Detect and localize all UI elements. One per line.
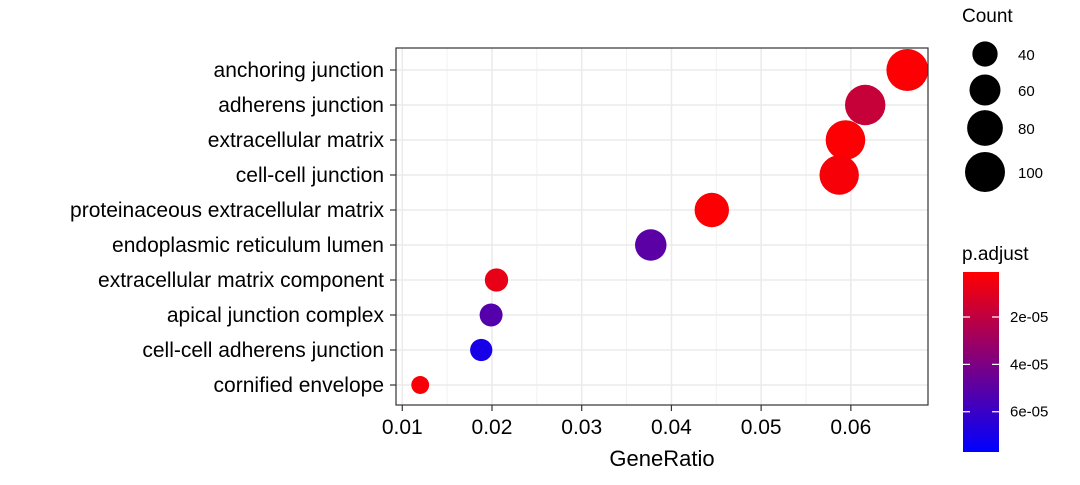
- data-point: [411, 376, 430, 394]
- data-point: [825, 120, 866, 160]
- y-tick-label: cell-cell junction: [236, 164, 384, 187]
- x-tick-label: 0.01: [382, 416, 423, 439]
- p-adjust-tick-label: 4e-05: [1010, 356, 1048, 373]
- x-axis-title: GeneRatio: [609, 446, 714, 471]
- y-tick-label: cornified envelope: [214, 374, 384, 397]
- count-legend-label: 60: [1018, 83, 1035, 100]
- data-point: [484, 268, 509, 292]
- x-tick-label: 0.04: [651, 416, 692, 439]
- p-adjust-tick-label: 6e-05: [1010, 404, 1048, 421]
- x-tick-label: 0.03: [561, 416, 602, 439]
- count-legend-key: [969, 74, 1001, 106]
- y-axis: anchoring junction adherens junction extra…: [70, 59, 396, 397]
- count-legend-label: 100: [1018, 165, 1043, 182]
- data-point: [635, 229, 667, 261]
- x-tick-label: 0.06: [830, 416, 871, 439]
- count-legend-key: [967, 110, 1003, 146]
- x-tick-label: 0.05: [741, 416, 782, 439]
- plot-panel: [395, 47, 929, 406]
- count-legend-title: Count: [962, 6, 1013, 27]
- y-tick-label: proteinaceous extracellular matrix: [70, 199, 384, 222]
- x-axis: 0.01 0.02 0.03 0.04 0.05 0.06: [382, 405, 871, 439]
- y-tick-label: anchoring junction: [214, 59, 384, 82]
- p-adjust-tick-label: 2e-05: [1010, 309, 1048, 326]
- x-tick-label: 0.02: [472, 416, 513, 439]
- y-tick-label: extracellular matrix component: [98, 269, 384, 292]
- p-adjust-colorbar: [963, 272, 999, 452]
- p-adjust-legend-title: p.adjust: [962, 244, 1029, 265]
- y-tick-label: cell-cell adherens junction: [142, 339, 384, 362]
- count-legend-key: [965, 152, 1005, 192]
- data-point: [845, 84, 886, 126]
- p-adjust-legend: p.adjust 2e-05 4e-05 6e-05: [962, 244, 1048, 452]
- y-tick-label: extracellular matrix: [208, 129, 385, 152]
- count-legend: Count 40 60 80 100: [962, 6, 1043, 192]
- data-points: [411, 49, 929, 394]
- data-point: [479, 303, 503, 327]
- y-tick-label: apical junction complex: [167, 304, 385, 327]
- data-point: [470, 338, 493, 362]
- gridlines: [396, 48, 928, 405]
- panel-border: [395, 47, 929, 406]
- data-point: [886, 49, 929, 91]
- data-point: [819, 155, 859, 195]
- count-legend-label: 80: [1018, 121, 1035, 138]
- count-legend-key: [972, 41, 998, 67]
- data-point: [694, 192, 729, 228]
- y-tick-label: endoplasmic reticulum lumen: [112, 234, 384, 257]
- count-legend-label: 40: [1018, 47, 1035, 64]
- y-tick-label: adherens junction: [218, 94, 384, 117]
